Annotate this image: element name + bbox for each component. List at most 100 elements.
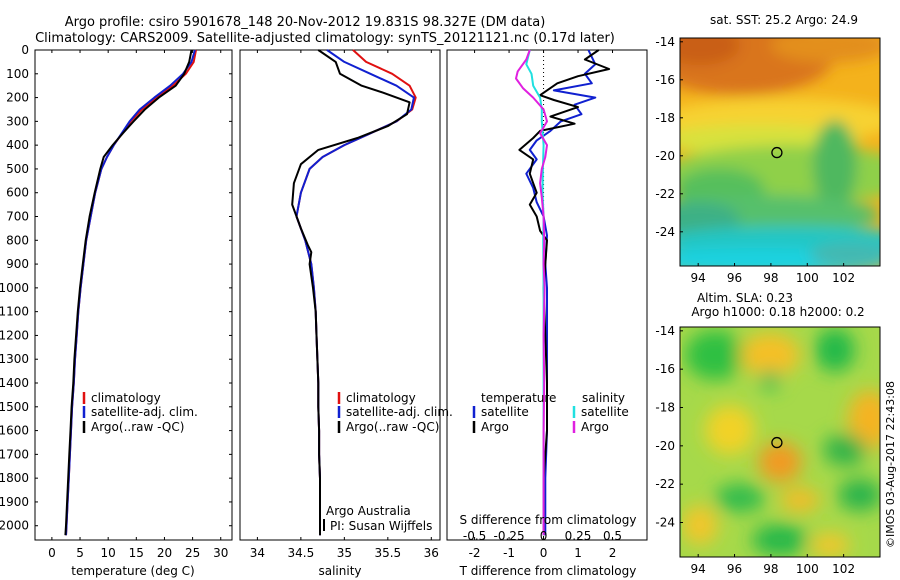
legend-satellite-label: satellite-adj. clim. <box>91 405 198 419</box>
sla-map-frame <box>679 326 881 558</box>
map-y-tick-label: -24 <box>655 225 675 239</box>
map-y-tick-label: -22 <box>655 187 675 201</box>
temperature-x-axis: 0 5 10 15 20 25 30 <box>48 50 228 560</box>
x-tick-label: 25 <box>185 546 200 560</box>
legend-t-satellite-label: satellite <box>481 405 529 419</box>
difference-legend: temperature salinity satellite Argo sate… <box>472 391 629 434</box>
salinity-panel <box>239 49 441 541</box>
temperature-axis-label: temperature (deg C) <box>71 564 194 578</box>
s-difference-tick-labels: -0.5 -0.25 0 0.25 0.5 <box>463 529 622 543</box>
depth-tick-label: 1900 <box>0 495 29 509</box>
map-y-tick-label: -16 <box>655 73 675 87</box>
x-tick-label: -2 <box>469 546 481 560</box>
sst-map-frame <box>679 37 881 267</box>
imos-credit: ©IMOS 03-Aug-2017 22:43:08 <box>884 381 897 548</box>
depth-tick-label: 600 <box>6 186 29 200</box>
x-tick-label: 34 <box>250 546 265 560</box>
depth-tick-label: 300 <box>6 114 29 128</box>
series-argo <box>64 49 193 536</box>
map-x-tick-label: 100 <box>796 271 819 285</box>
map-y-tick-label: -20 <box>655 439 675 453</box>
x-tick-label: 35.5 <box>374 546 401 560</box>
series-s-argo <box>515 49 548 536</box>
x-tick-label: 15 <box>129 546 144 560</box>
map-x-tick-label: 94 <box>691 562 706 576</box>
x-tick-label: 35 <box>337 546 352 560</box>
series-s-satellite <box>525 49 545 536</box>
attribution-line2: PI: Susan Wijffels <box>330 519 432 533</box>
x-tick-label: 20 <box>157 546 172 560</box>
depth-tick-label: 200 <box>6 91 29 105</box>
depth-tick-label: 0 <box>21 43 29 57</box>
x-tick-label: 30 <box>213 546 228 560</box>
depth-tick-label: 900 <box>6 257 29 271</box>
x2-tick-label: 0 <box>540 529 548 543</box>
x-tick-label: 1 <box>574 546 582 560</box>
series-t-satellite <box>525 49 597 536</box>
map-y-tick-label: -16 <box>655 362 675 376</box>
legend-s-argo-label: Argo <box>581 420 609 434</box>
salinity-axis-label: salinity <box>318 564 361 578</box>
map-y-tick-label: -24 <box>655 516 675 530</box>
difference-panel <box>446 49 648 541</box>
depth-axis: 0 100 200 300 400 500 600 700 800 900 1000 1100 1200… <box>0 43 232 533</box>
t-difference-axis-label: T difference from climatology <box>459 564 637 578</box>
sla-map-title-line1: Altim. SLA: 0.23 <box>697 291 793 305</box>
salinity-legend: climatology satellite-adj. clim. Argo(..… <box>337 391 453 434</box>
depth-tick-label: 700 <box>6 210 29 224</box>
x-tick-label: 34.5 <box>288 546 315 560</box>
map-y-tick-label: -22 <box>655 477 675 491</box>
series-t-argo <box>518 49 611 536</box>
sla-heatmap <box>680 327 880 557</box>
map-y-tick-label: -18 <box>655 401 675 415</box>
figure-title-line1: Argo profile: csiro 5901678_148 20-Nov-2… <box>65 15 546 30</box>
depth-tick-label: 1400 <box>0 376 29 390</box>
temperature-profiles <box>64 49 197 536</box>
sst-map-axes: 94 96 98 100 102 -14 -16 -18 -20 -22 -24 <box>655 35 855 285</box>
depth-tick-label: 1700 <box>0 447 29 461</box>
figure-title-line2: Climatology: CARS2009. Satellite-adjuste… <box>35 31 615 46</box>
x2-tick-label: 0.5 <box>603 529 622 543</box>
legend-argo-label: Argo(..raw -QC) <box>91 420 184 434</box>
salinity-x-axis: 34 34.5 35 35.5 36 <box>250 50 439 560</box>
argo-position-marker <box>771 146 783 159</box>
x-tick-label: 0 <box>48 546 56 560</box>
sst-map-title: sat. SST: 25.2 Argo: 24.9 <box>710 13 858 27</box>
x-tick-label: 10 <box>101 546 116 560</box>
argo-position-marker <box>771 436 783 449</box>
attribution-line1: Argo Australia <box>326 504 411 518</box>
temperature-legend: climatology satellite-adj. clim. Argo(..… <box>82 391 198 434</box>
depth-tick-label: 2000 <box>0 519 29 533</box>
map-x-tick-label: 96 <box>727 562 742 576</box>
depth-tick-label: 1300 <box>0 352 29 366</box>
depth-tick-label: 1000 <box>0 281 29 295</box>
map-x-tick-label: 98 <box>763 562 778 576</box>
depth-tick-label: 1200 <box>0 328 29 342</box>
legend-temperature-title: temperature <box>481 391 556 405</box>
depth-tick-label: 1600 <box>0 424 29 438</box>
x2-tick-label: -0.25 <box>494 529 525 543</box>
map-y-tick-label: -20 <box>655 149 675 163</box>
legend-climatology-label: climatology <box>346 391 416 405</box>
s-difference-axis-label: S difference from climatology <box>460 513 637 527</box>
depth-tick-label: 1500 <box>0 400 29 414</box>
map-x-tick-label: 94 <box>691 271 706 285</box>
map-y-tick-label: -14 <box>655 324 675 338</box>
map-y-tick-label: -14 <box>655 35 675 49</box>
map-x-tick-label: 98 <box>763 271 778 285</box>
legend-salinity-title: salinity <box>582 391 625 405</box>
series-argo <box>291 49 411 536</box>
sla-map-axes: 94 96 98 100 102 -14 -16 -18 -20 -22 -24 <box>655 324 855 576</box>
x-tick-label: 36 <box>424 546 439 560</box>
difference-profiles <box>515 49 611 536</box>
x-tick-label: 2 <box>609 546 617 560</box>
map-x-tick-label: 100 <box>796 562 819 576</box>
legend-satellite-label: satellite-adj. clim. <box>346 405 453 419</box>
legend-climatology-label: climatology <box>91 391 161 405</box>
sla-map-title-line2: Argo h1000: 0.18 h2000: 0.2 <box>691 305 864 319</box>
depth-tick-label: 1100 <box>0 305 29 319</box>
map-y-tick-label: -18 <box>655 111 675 125</box>
x-tick-label: 0 <box>540 546 548 560</box>
legend-s-satellite-label: satellite <box>581 405 629 419</box>
